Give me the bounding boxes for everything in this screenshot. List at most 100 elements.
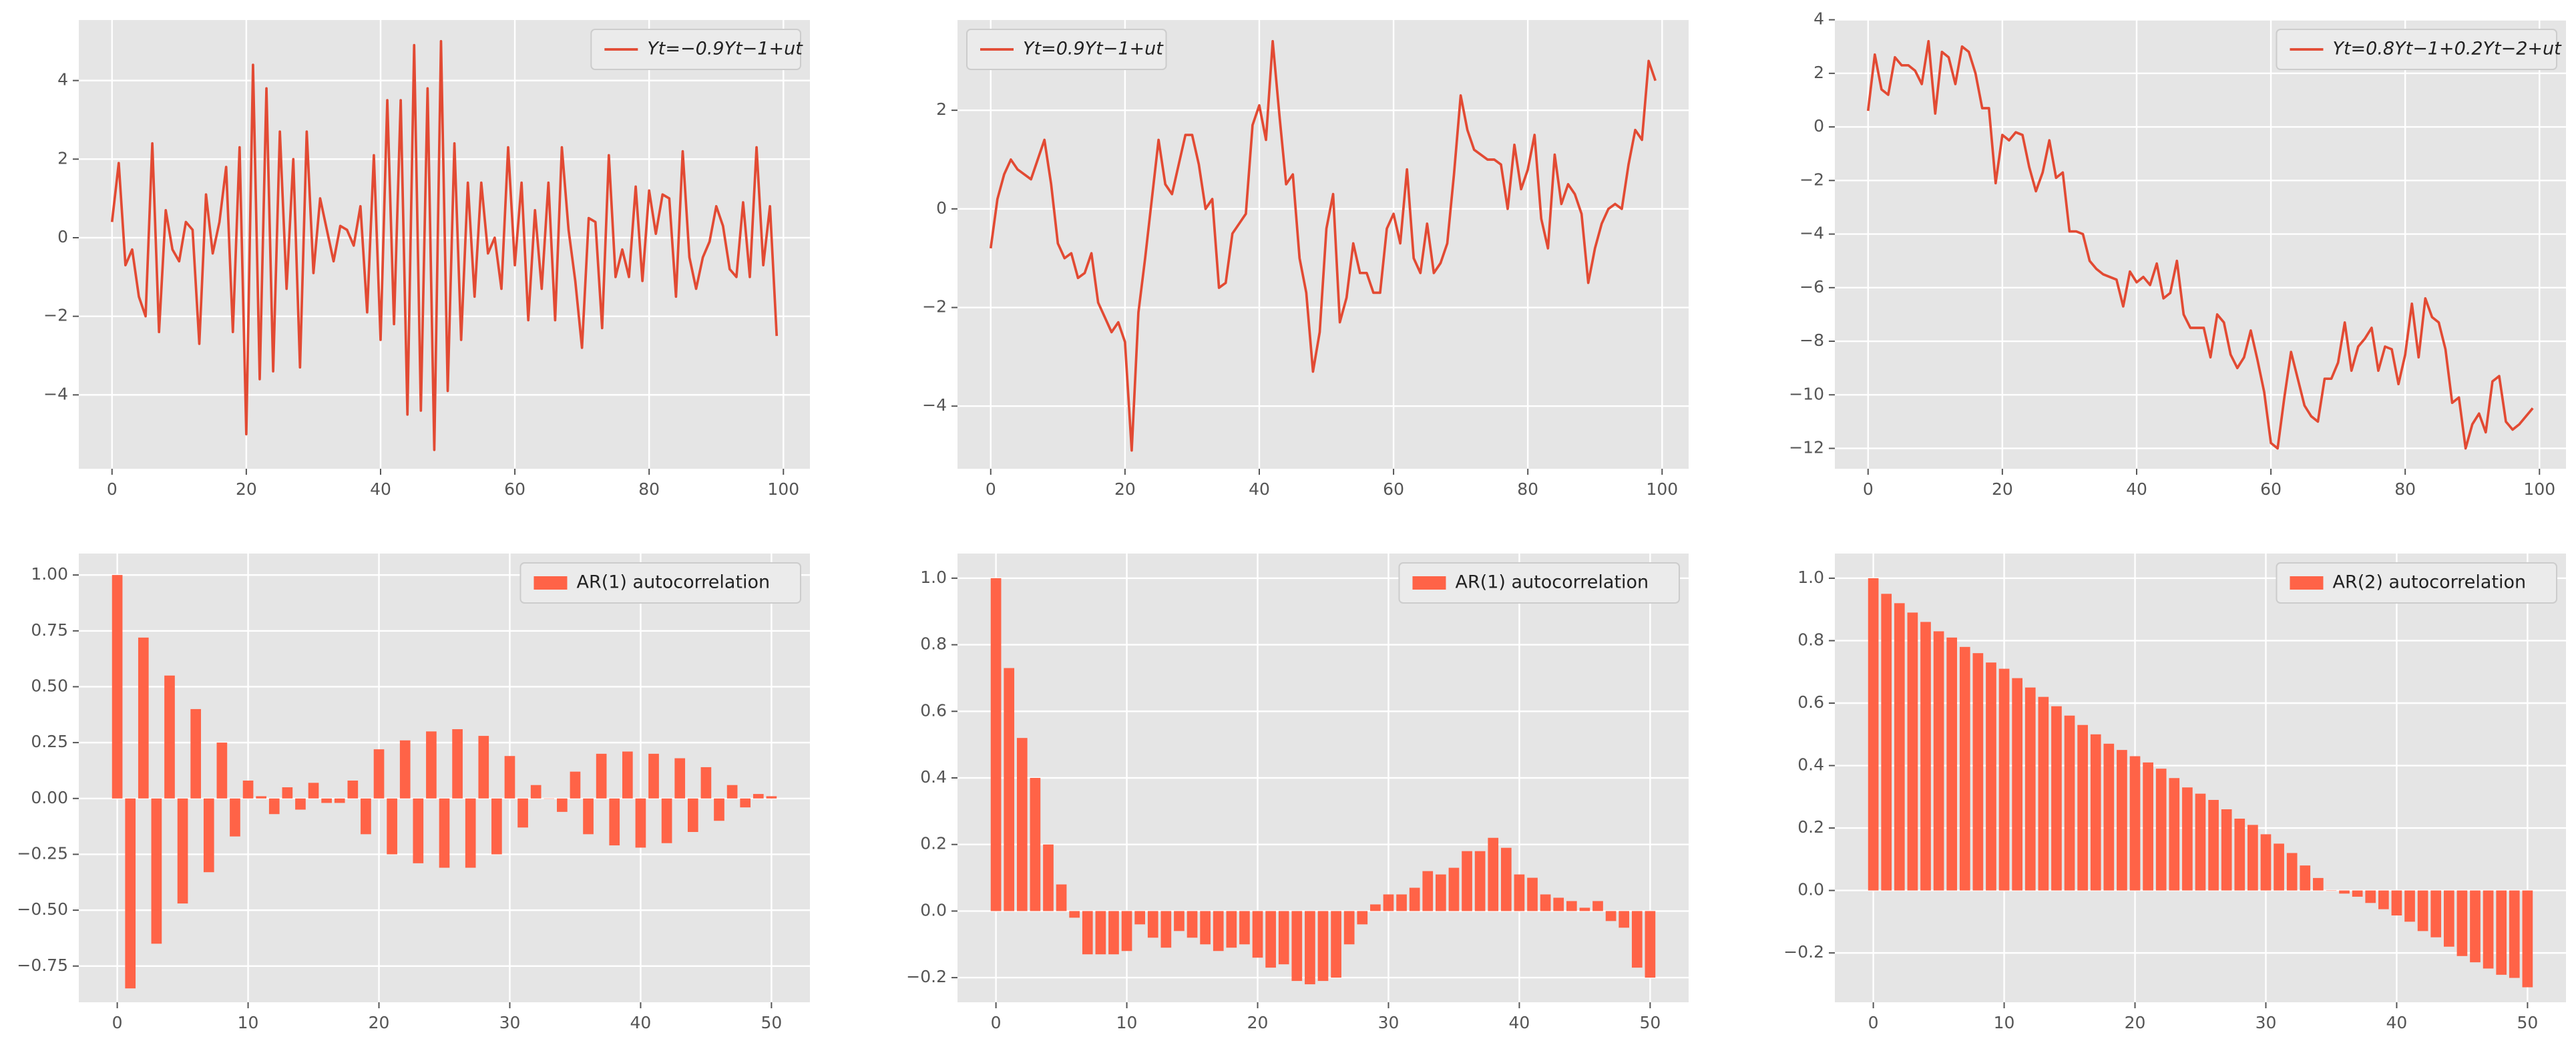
bar [1894, 603, 1905, 891]
y-tick-label: −0.75 [17, 956, 68, 975]
x-tick-label: 0 [986, 479, 996, 499]
y-tick-label: −0.25 [17, 843, 68, 863]
bar [635, 798, 646, 848]
x-tick-label: 80 [2394, 479, 2416, 499]
y-tick-label: 4 [57, 70, 68, 89]
bar [452, 729, 463, 799]
bar [1174, 911, 1185, 931]
x-tick-label: 80 [638, 479, 660, 499]
x-tick-label: 40 [2126, 479, 2147, 499]
subplot: 0 20 40 60 80 100 −4 −2 0 2 4 Yt=−0.9Yt−1+ut [43, 20, 810, 499]
bar [190, 708, 202, 799]
legend-label: Yt=0.8Yt−1+0.2Yt−2+ut [2332, 39, 2562, 59]
bar [1409, 887, 1420, 911]
bar [308, 783, 319, 799]
bar [2117, 750, 2127, 891]
bar [687, 798, 698, 832]
bar [1343, 911, 1355, 945]
x-tick-label: 30 [1378, 1013, 1400, 1032]
bar [203, 798, 214, 873]
y-tick-label: 0.0 [1797, 880, 1824, 899]
bar [295, 798, 306, 810]
y-tick-label: 1.0 [1797, 568, 1824, 587]
x-tick-label: 40 [1249, 479, 1270, 499]
bar [1187, 911, 1198, 938]
subplot: 0 20 40 60 80 100 −12 −10 −8 −6 −4 −2 0 2 4 Yt=0.8Yt−1+… [1789, 9, 2566, 499]
bar [242, 781, 254, 799]
x-tick-label: 20 [1247, 1013, 1269, 1032]
bar [1317, 911, 1329, 982]
bar [1645, 911, 1656, 978]
bar [609, 798, 620, 846]
bar [2483, 890, 2494, 969]
y-tick-label: −2 [1799, 170, 1824, 189]
bar [138, 637, 149, 799]
y-tick-label: −2 [43, 306, 68, 325]
plot-background [1835, 554, 2566, 1002]
x-tick-label: 100 [2523, 479, 2555, 499]
bar [530, 785, 542, 799]
legend-box [2276, 29, 2557, 70]
bar [1357, 911, 1368, 925]
bar [517, 798, 528, 828]
bar [1986, 662, 1996, 891]
bar [1605, 911, 1617, 921]
x-tick-label: 0 [112, 1013, 123, 1032]
legend-label: AR(1) autocorrelation [1455, 572, 1649, 593]
bar [2234, 819, 2245, 891]
bar [1160, 911, 1172, 948]
x-tick-label: 20 [1992, 479, 2013, 499]
bar [1474, 851, 1486, 911]
x-tick-label: 40 [1509, 1013, 1530, 1032]
bar [2430, 890, 2442, 937]
subplot: 0 10 20 30 40 50 −0.2 0.0 0.2 0.4 0.6 0.8 1.0 AR(2) a… [1783, 554, 2566, 1032]
bar [2090, 734, 2101, 891]
bar [1043, 844, 1054, 911]
bar [1527, 877, 1538, 911]
bar [1016, 738, 1028, 911]
x-tick-label: 40 [630, 1013, 652, 1032]
bar [2470, 890, 2481, 963]
bar [1095, 911, 1106, 955]
series-line [989, 39, 1657, 452]
bar [2313, 877, 2324, 891]
y-tick-label: −4 [922, 395, 947, 415]
x-tick-label: 100 [1646, 479, 1678, 499]
bar [177, 798, 188, 904]
bar [1631, 911, 1643, 968]
bar [1200, 911, 1211, 945]
bar [1226, 911, 1237, 948]
bar [268, 798, 280, 815]
bar [387, 798, 397, 855]
bar [2417, 890, 2428, 931]
bar [2077, 724, 2088, 891]
bar [2522, 890, 2533, 988]
bar [504, 756, 515, 799]
bar [2260, 834, 2272, 891]
x-tick-label: 0 [991, 1013, 1002, 1032]
bar [2496, 890, 2507, 975]
legend-box [966, 29, 1167, 70]
bar [1436, 874, 1446, 911]
bar [361, 798, 371, 835]
y-tick-label: 2 [57, 148, 68, 168]
subplot: 0 20 40 60 80 100 −4 −2 0 2 Yt=0.9Yt−1+ut [922, 20, 1689, 499]
y-tick-label: −0.2 [906, 967, 947, 986]
bar [2208, 799, 2219, 891]
bar [2155, 769, 2167, 891]
y-tick-label: 0.0 [920, 900, 947, 919]
bar [2247, 825, 2258, 891]
bar [125, 798, 136, 989]
legend-swatch [533, 576, 568, 590]
y-tick-label: −10 [1789, 384, 1824, 403]
bar [1868, 578, 1879, 891]
bar [726, 785, 738, 799]
bar [2051, 706, 2062, 891]
legend-box [519, 562, 801, 604]
subplot: 0 10 20 30 40 50 −0.2 0.0 0.2 0.4 0.6 0.8 1.0 AR(1) a… [906, 554, 1689, 1032]
bar [465, 798, 476, 868]
x-tick-label: 10 [238, 1013, 259, 1032]
bar [2339, 890, 2350, 894]
bar [1056, 884, 1067, 911]
bar [1422, 871, 1434, 911]
